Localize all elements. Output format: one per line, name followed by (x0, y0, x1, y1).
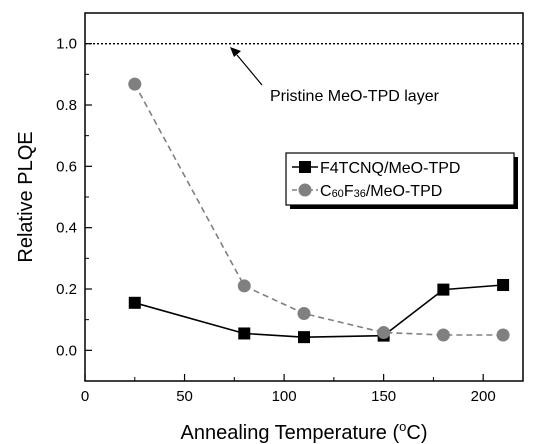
x-tick-label: 150 (371, 388, 396, 405)
legend-c60-sub: 60 (332, 188, 344, 200)
legend-c60-main: C (320, 183, 332, 200)
series-line (134, 83, 504, 336)
data-point (237, 279, 251, 293)
series-layer (128, 77, 510, 344)
annotation-arrow-shaft (236, 54, 263, 86)
data-point (128, 77, 142, 91)
legend-f36-main: F (344, 183, 354, 200)
legend-box (285, 152, 515, 206)
x-axis-title-main: Annealing Temperature (180, 422, 386, 444)
data-point (377, 326, 391, 340)
y-tick-label: 0.4 (56, 220, 77, 237)
legend-marker-circle (298, 183, 312, 197)
y-tick-label: 0.0 (56, 342, 77, 359)
legend-meo-main: /MeO-TPD (366, 183, 442, 200)
y-tick-label: 0.8 (56, 97, 77, 114)
y-tick-label: 0.6 (56, 158, 77, 175)
annotation-label: Pristine MeO-TPD layer (270, 88, 440, 105)
legend-marker-square (299, 161, 311, 173)
y-tick-label: 1.0 (56, 36, 77, 53)
legend-label-c60f36: C60F36/MeO-TPD (320, 183, 442, 200)
x-axis-unit-suffix: C) (406, 422, 427, 444)
data-point (496, 328, 510, 342)
data-point (238, 327, 251, 340)
x-tick-label: 0 (81, 388, 89, 405)
series-line (134, 284, 504, 338)
x-axis-title: Annealing Temperature (oC) (180, 419, 427, 444)
data-point (437, 283, 450, 296)
data-point (436, 328, 450, 342)
series-f4tcnq (128, 279, 510, 344)
data-point (497, 279, 510, 292)
series-c60f36 (128, 77, 510, 342)
x-tick-label: 100 (272, 388, 297, 405)
x-axis-unit-sup: o (399, 419, 406, 434)
y-tick-label: 0.2 (56, 281, 77, 298)
legend-f36-sub: 36 (354, 188, 366, 200)
axis-layer: 0 50 100 150 200 0.0 0.2 0.4 0.6 0.8 1.0 (56, 12, 496, 405)
data-point (128, 296, 141, 309)
legend-label-f4tcnq: F4TCNQ/MeO-TPD (320, 160, 460, 177)
data-point (298, 331, 310, 344)
y-axis-title: Relative PLQE (15, 131, 37, 262)
x-axis-unit-prefix: ( (392, 422, 399, 444)
x-tick-label: 50 (176, 388, 193, 405)
data-point (297, 307, 311, 321)
reference-annotation: Pristine MeO-TPD layer (230, 47, 440, 105)
annotation-arrowhead-icon (230, 47, 241, 57)
legend: F4TCNQ/MeO-TPD C60F36/MeO-TPD (285, 152, 518, 209)
x-tick-label: 200 (471, 388, 496, 405)
